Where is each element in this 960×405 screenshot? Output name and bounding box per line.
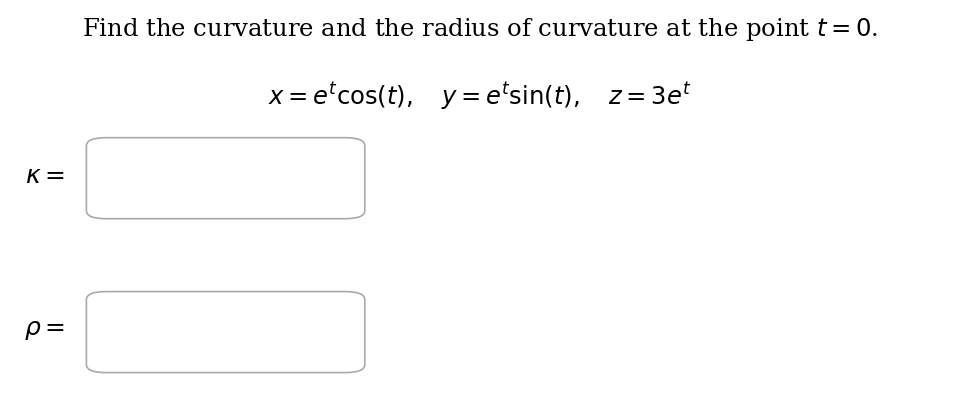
Text: $\kappa =$: $\kappa =$ bbox=[25, 165, 65, 188]
Text: Find the curvature and the radius of curvature at the point $t = 0$.: Find the curvature and the radius of cur… bbox=[82, 16, 878, 43]
Text: $\rho =$: $\rho =$ bbox=[24, 319, 65, 341]
FancyBboxPatch shape bbox=[86, 292, 365, 373]
Text: $x = e^t \cos(t), \quad y = e^t \sin(t), \quad z = 3e^t$: $x = e^t \cos(t), \quad y = e^t \sin(t),… bbox=[268, 81, 692, 113]
FancyBboxPatch shape bbox=[86, 138, 365, 219]
